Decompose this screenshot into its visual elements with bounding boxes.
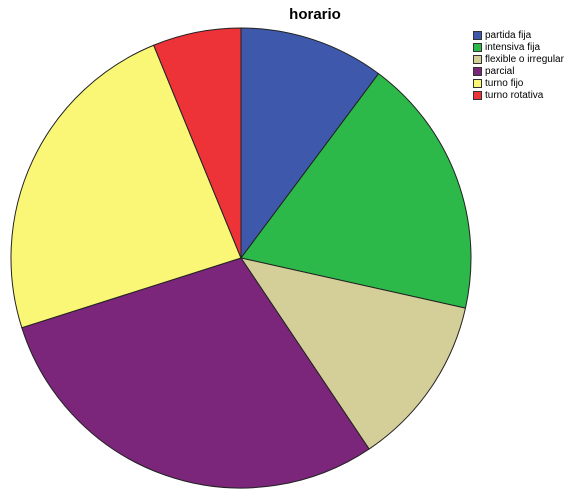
legend-item: intensiva fija — [473, 42, 564, 53]
legend-label: flexible o irregular — [485, 54, 564, 65]
pie-slice-parcial — [21, 257, 370, 489]
chart-title: horario — [289, 6, 341, 23]
legend-label: parcial — [485, 66, 515, 77]
legend-item: flexible o irregular — [473, 54, 564, 65]
legend-item: turno fijo — [473, 78, 564, 89]
pie-slice-turno-fijo — [10, 44, 242, 329]
pie-slice-intensiva-fija — [240, 72, 472, 309]
legend-swatch — [473, 43, 482, 52]
legend-swatch — [473, 31, 482, 40]
pie-slice-flexible-o-irregular — [239, 257, 467, 450]
legend-swatch — [473, 67, 482, 76]
legend-label: intensiva fija — [485, 42, 541, 53]
legend-swatch — [473, 79, 482, 88]
legend-item: partida fija — [473, 30, 564, 41]
legend-swatch — [473, 55, 482, 64]
pie-slice-turno-rotativa — [152, 27, 242, 259]
legend-label: turno rotativa — [485, 90, 544, 101]
legend-label: partida fija — [485, 30, 532, 41]
pie-slice-partida-fija — [240, 27, 380, 260]
legend: partida fija intensiva fija flexible o irr… — [473, 30, 564, 102]
legend-item: parcial — [473, 66, 564, 77]
legend-label: turno fijo — [485, 78, 524, 89]
legend-swatch — [473, 91, 482, 100]
legend-item: turno rotativa — [473, 90, 564, 101]
